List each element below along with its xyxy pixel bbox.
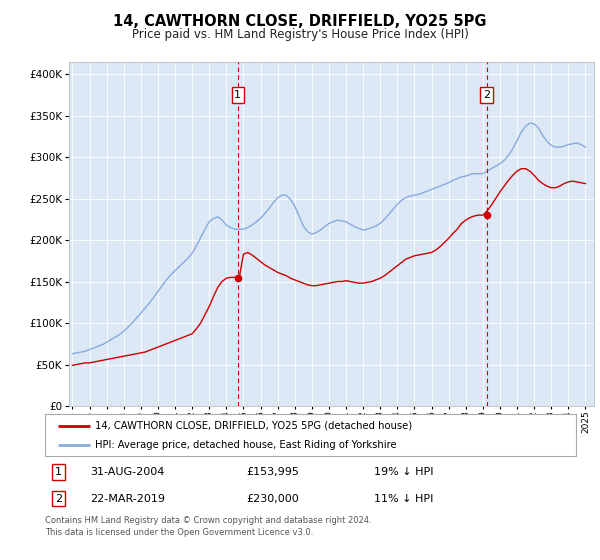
Text: 2: 2 — [55, 493, 62, 503]
Text: 31-AUG-2004: 31-AUG-2004 — [90, 467, 164, 477]
Text: 2: 2 — [483, 90, 490, 100]
Text: 1: 1 — [55, 467, 62, 477]
Text: £230,000: £230,000 — [247, 493, 299, 503]
Text: 14, CAWTHORN CLOSE, DRIFFIELD, YO25 5PG: 14, CAWTHORN CLOSE, DRIFFIELD, YO25 5PG — [113, 14, 487, 29]
Text: 22-MAR-2019: 22-MAR-2019 — [90, 493, 165, 503]
Text: 19% ↓ HPI: 19% ↓ HPI — [374, 467, 434, 477]
Text: Price paid vs. HM Land Registry's House Price Index (HPI): Price paid vs. HM Land Registry's House … — [131, 28, 469, 41]
Text: 11% ↓ HPI: 11% ↓ HPI — [374, 493, 434, 503]
Text: HPI: Average price, detached house, East Riding of Yorkshire: HPI: Average price, detached house, East… — [95, 440, 397, 450]
Text: Contains HM Land Registry data © Crown copyright and database right 2024.
This d: Contains HM Land Registry data © Crown c… — [45, 516, 371, 537]
Text: £153,995: £153,995 — [247, 467, 299, 477]
Text: 14, CAWTHORN CLOSE, DRIFFIELD, YO25 5PG (detached house): 14, CAWTHORN CLOSE, DRIFFIELD, YO25 5PG … — [95, 421, 413, 431]
Text: 1: 1 — [234, 90, 241, 100]
